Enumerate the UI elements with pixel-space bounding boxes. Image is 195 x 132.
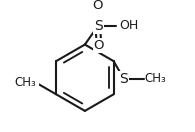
Text: OH: OH	[119, 19, 138, 32]
Text: S: S	[94, 19, 102, 33]
Text: O: O	[93, 39, 104, 52]
Text: S: S	[120, 72, 128, 86]
Text: CH₃: CH₃	[14, 76, 36, 89]
Text: CH₃: CH₃	[145, 72, 167, 85]
Text: O: O	[92, 0, 103, 12]
